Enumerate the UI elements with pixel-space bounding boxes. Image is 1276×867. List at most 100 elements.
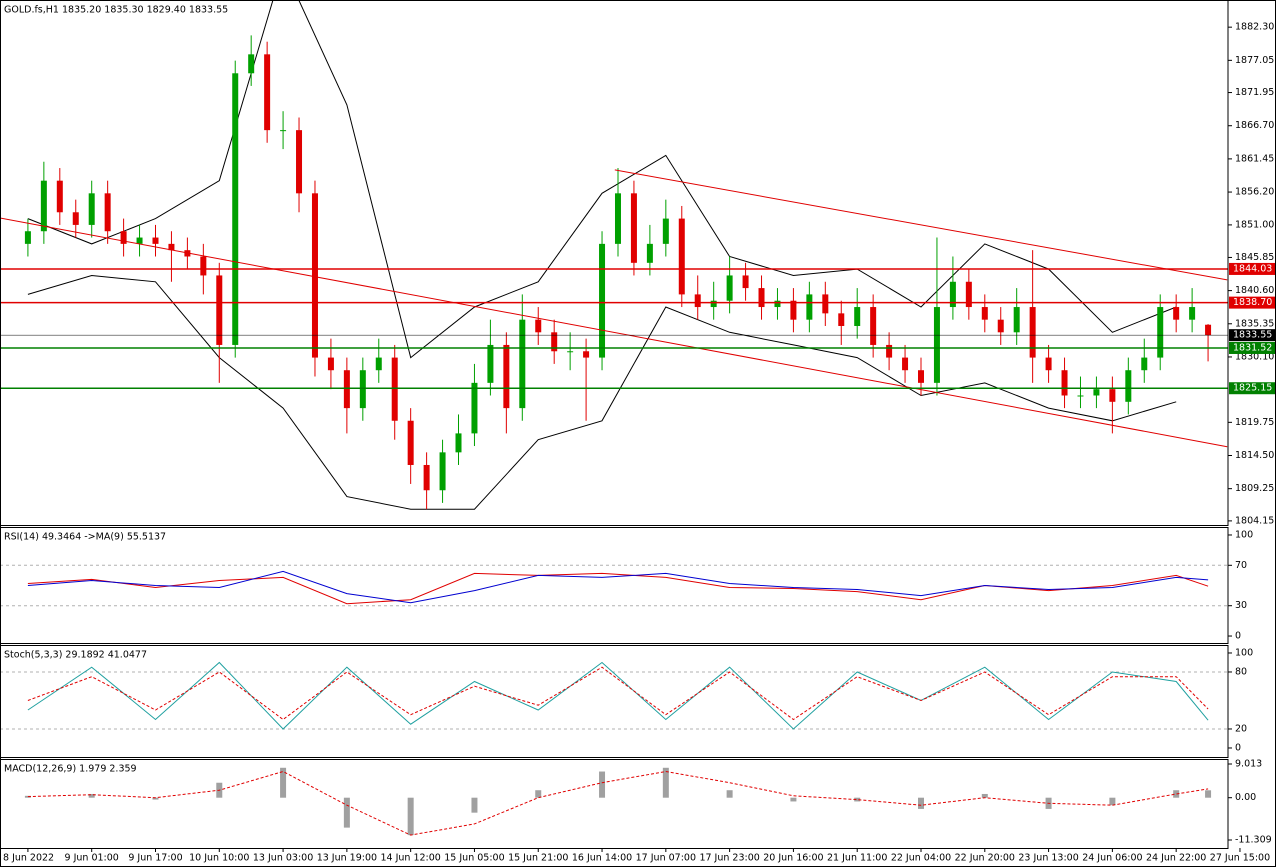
- histogram-bar: [726, 790, 733, 798]
- candle-body: [630, 193, 637, 263]
- x-tick-label: 17 Jun 23:00: [699, 853, 759, 864]
- y-tick-label: 1819.75: [1235, 417, 1274, 428]
- histogram-bar: [1205, 790, 1212, 798]
- level-line-box: [1229, 296, 1275, 309]
- last-price-line-box: [1229, 329, 1275, 342]
- candle-body: [614, 193, 621, 244]
- candle-body: [200, 256, 207, 276]
- y-tick-label: 70: [1235, 560, 1247, 571]
- candle-body: [1077, 395, 1084, 397]
- y-tick-label: 100: [1235, 647, 1253, 658]
- histogram-bar: [918, 797, 924, 809]
- candle-body: [742, 275, 749, 289]
- histogram-bar: [599, 771, 606, 798]
- candle-body: [519, 319, 526, 409]
- y-tick-label: 1851.00: [1235, 219, 1274, 230]
- x-tick-label: 13 Jun 03:00: [253, 853, 313, 864]
- candle-body: [933, 307, 940, 383]
- y-tick-label: 0: [1235, 742, 1241, 753]
- candle-body: [886, 344, 893, 358]
- panel-title: MACD(12,26,9) 1.979 2.359: [4, 764, 137, 775]
- indicator-line: [27, 570, 1209, 604]
- y-tick-label: 20: [1235, 723, 1247, 734]
- candle-body: [248, 54, 255, 74]
- y-tick-label: 1809.25: [1235, 483, 1274, 494]
- candle-body: [216, 275, 223, 345]
- x-tick-label: 16 Jun 14:00: [572, 853, 632, 864]
- candle-body: [965, 281, 972, 308]
- indicator-line: [27, 770, 1209, 836]
- candle-body: [503, 344, 510, 409]
- candle-body: [136, 237, 143, 244]
- histogram-bar: [662, 767, 669, 798]
- candle-body: [694, 294, 701, 308]
- y-tick-label: 1877.05: [1235, 55, 1274, 66]
- y-tick-label: 1866.70: [1235, 120, 1274, 131]
- candle-body: [981, 307, 988, 320]
- candle-body: [1141, 357, 1148, 371]
- candle-body: [327, 357, 334, 371]
- histogram-bar: [407, 797, 414, 836]
- histogram-bar: [981, 793, 988, 798]
- panel-title: RSI(14) 49.3464 ->MA(9) 55.5137: [4, 532, 166, 543]
- x-tick-label: 9 Jun 17:00: [128, 853, 182, 864]
- candle-body: [1205, 324, 1212, 336]
- candle-body: [790, 300, 797, 320]
- candle-body: [88, 193, 95, 225]
- candle-body: [1045, 357, 1052, 371]
- y-tick-label: 80: [1235, 666, 1247, 677]
- y-tick-label: 9.013: [1235, 758, 1262, 769]
- histogram-bar: [343, 797, 350, 828]
- candle-body: [72, 212, 79, 225]
- panel-plot: [0, 564, 1228, 607]
- level-line-box: [1229, 341, 1275, 354]
- candle-body: [296, 130, 303, 194]
- candle-body: [710, 300, 717, 308]
- trend-line: [614, 169, 1228, 281]
- candle-body: [870, 307, 877, 345]
- x-tick-label: 20 Jun 16:00: [763, 853, 823, 864]
- candle-body: [1093, 389, 1100, 396]
- candle-body: [391, 357, 398, 421]
- candle-body: [423, 464, 430, 491]
- y-tick-label: 1861.45: [1235, 153, 1274, 164]
- candle-body: [471, 382, 478, 434]
- histogram-bar: [1109, 797, 1116, 806]
- histogram-bar: [790, 797, 797, 802]
- candle-body: [1157, 307, 1164, 358]
- y-tick-label: 1840.60: [1235, 285, 1274, 296]
- x-tick-label: 27 Jun 15:00: [1210, 853, 1270, 864]
- candle-body: [120, 231, 127, 244]
- panel-title: Stoch(5,3,3) 29.1892 41.0477: [4, 650, 147, 661]
- candle-body: [1029, 307, 1036, 358]
- panel-title: GOLD.fs,H1 1835.20 1835.30 1829.40 1833.…: [4, 5, 228, 16]
- histogram-bar: [152, 797, 159, 800]
- candle-body: [407, 420, 414, 465]
- candle-body: [40, 180, 47, 232]
- y-tick-label: 1835.35: [1235, 318, 1274, 329]
- candle-body: [838, 313, 845, 326]
- level-line-box: [1229, 262, 1275, 275]
- candle-body: [678, 218, 685, 295]
- trend-line: [0, 217, 1228, 448]
- candle-body: [1013, 307, 1020, 333]
- candle-body: [726, 275, 733, 301]
- y-tick-label: 1845.85: [1235, 252, 1274, 263]
- candle-body: [774, 300, 781, 308]
- x-tick-label: 8 Jun 2022: [3, 853, 54, 864]
- candle-body: [375, 357, 382, 371]
- bollinger-band: [27, 0, 1177, 359]
- candle-body: [168, 243, 175, 251]
- candle-body: [311, 193, 318, 358]
- candle-body: [1173, 307, 1180, 320]
- histogram-bar: [88, 793, 95, 798]
- candle-body: [264, 54, 271, 131]
- candle-body: [56, 180, 63, 213]
- candle-body: [104, 193, 111, 232]
- level-line-label: 1825.15: [1233, 383, 1272, 394]
- y-tick-label: 1882.30: [1235, 22, 1274, 33]
- x-tick-label: 22 Jun 04:00: [891, 853, 951, 864]
- y-tick-label: -11.309: [1235, 834, 1272, 845]
